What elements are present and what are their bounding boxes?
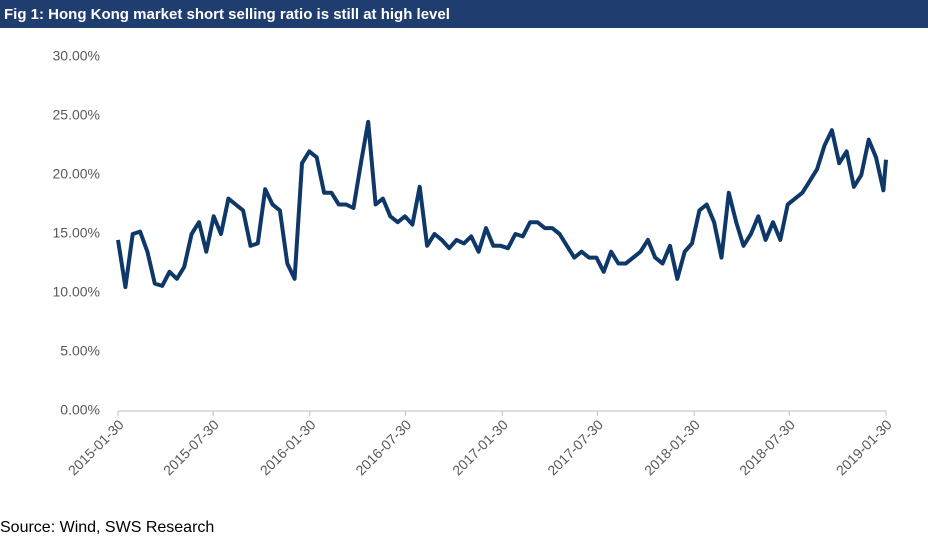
y-tick-label: 10.00%: [53, 284, 100, 300]
x-tick-label: 2018-01-30: [641, 416, 703, 478]
y-tick-label: 15.00%: [53, 225, 100, 241]
x-tick-label: 2015-01-30: [65, 416, 127, 478]
y-tick-label: 5.00%: [60, 343, 100, 359]
x-tick-label: 2018-07-30: [736, 416, 798, 478]
x-tick-label: 2016-07-30: [352, 416, 414, 478]
y-tick-label: 25.00%: [53, 107, 100, 123]
x-tick-label: 2019-01-30: [833, 416, 895, 478]
chart-title: Fig 1: Hong Kong market short selling ra…: [4, 6, 450, 23]
x-tick-label: 2017-01-30: [449, 416, 511, 478]
source-note: Source: Wind, SWS Research: [0, 519, 214, 536]
x-tick-label: 2015-07-30: [160, 416, 222, 478]
x-tick-label: 2017-07-30: [544, 416, 606, 478]
y-tick-label: 0.00%: [60, 402, 100, 418]
y-tick-label: 30.00%: [53, 48, 100, 64]
y-tick-label: 20.00%: [53, 166, 100, 182]
x-tick-label: 2016-01-30: [257, 416, 319, 478]
title-bar: [0, 0, 928, 28]
data-line: [116, 119, 888, 290]
